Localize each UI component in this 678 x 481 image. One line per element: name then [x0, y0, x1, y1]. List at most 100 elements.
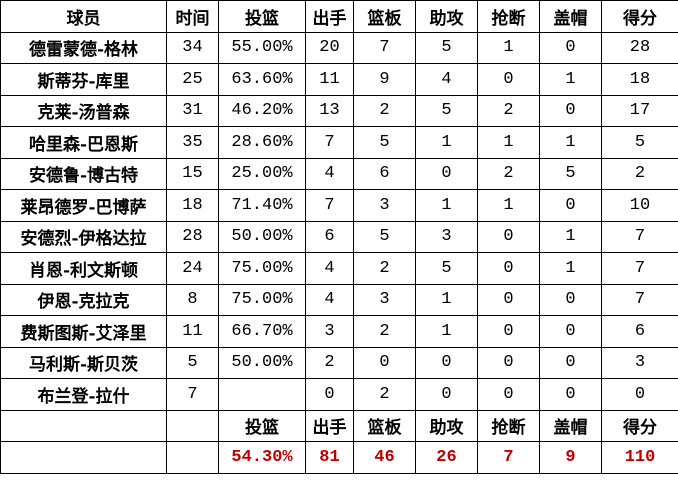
cell-rebounds: 5 [353, 126, 416, 159]
cell-points: 0 [601, 378, 678, 411]
cell-rebounds: 6 [353, 157, 416, 190]
cell-minutes: 7 [166, 378, 219, 411]
cell-assists: 3 [415, 220, 478, 253]
cell-fga: 4 [305, 283, 354, 316]
cell-fg-pct: 71.40% [218, 189, 306, 222]
totals-header-assists: 助攻 [415, 409, 478, 442]
cell-minutes: 8 [166, 283, 219, 316]
cell-minutes: 28 [166, 220, 219, 253]
cell-fg-pct: 63.60% [218, 63, 306, 96]
totals-header-rebounds: 篮板 [353, 409, 416, 442]
totals-row: 54.30% 81 46 26 7 9 110 [0, 441, 678, 474]
cell-rebounds: 2 [353, 94, 416, 127]
cell-minutes: 15 [166, 157, 219, 190]
cell-steals: 1 [477, 189, 540, 222]
cell-fga: 7 [305, 126, 354, 159]
total-points: 110 [601, 441, 678, 474]
cell-rebounds: 3 [353, 189, 416, 222]
total-steals: 7 [477, 441, 540, 474]
cell-rebounds: 0 [353, 346, 416, 379]
cell-minutes: 11 [166, 315, 219, 348]
cell-fg-pct: 75.00% [218, 283, 306, 316]
cell-steals: 0 [477, 346, 540, 379]
cell-fga: 0 [305, 378, 354, 411]
cell-player: 斯蒂芬-库里 [0, 63, 167, 96]
cell-blocks: 0 [539, 346, 602, 379]
cell-points: 10 [601, 189, 678, 222]
cell-steals: 1 [477, 31, 540, 64]
cell-steals: 2 [477, 157, 540, 190]
cell-fga: 11 [305, 63, 354, 96]
table-row: 安德鲁-博古特 15 25.00% 4 6 0 2 5 2 [0, 157, 678, 190]
empty-cell [166, 441, 219, 474]
header-row: 球员 时间 投篮 出手 篮板 助攻 抢断 盖帽 得分 [0, 0, 678, 33]
header-steals: 抢断 [477, 0, 540, 33]
empty-cell [166, 409, 219, 442]
cell-rebounds: 7 [353, 31, 416, 64]
cell-fg-pct: 66.70% [218, 315, 306, 348]
cell-minutes: 24 [166, 252, 219, 285]
cell-points: 6 [601, 315, 678, 348]
cell-minutes: 31 [166, 94, 219, 127]
totals-header-fga: 出手 [305, 409, 354, 442]
totals-header-blocks: 盖帽 [539, 409, 602, 442]
cell-blocks: 0 [539, 189, 602, 222]
cell-rebounds: 3 [353, 283, 416, 316]
cell-player: 安德鲁-博古特 [0, 157, 167, 190]
cell-assists: 5 [415, 252, 478, 285]
cell-blocks: 0 [539, 315, 602, 348]
cell-points: 18 [601, 63, 678, 96]
totals-header-steals: 抢断 [477, 409, 540, 442]
cell-blocks: 1 [539, 126, 602, 159]
cell-blocks: 0 [539, 94, 602, 127]
header-points: 得分 [601, 0, 678, 33]
cell-assists: 1 [415, 189, 478, 222]
cell-fga: 3 [305, 315, 354, 348]
cell-minutes: 18 [166, 189, 219, 222]
cell-minutes: 5 [166, 346, 219, 379]
table-row: 莱昂德罗-巴博萨 18 71.40% 7 3 1 1 0 10 [0, 189, 678, 222]
header-minutes: 时间 [166, 0, 219, 33]
cell-points: 7 [601, 252, 678, 285]
cell-player: 马利斯-斯贝茨 [0, 346, 167, 379]
cell-minutes: 35 [166, 126, 219, 159]
table-row: 费斯图斯-艾泽里 11 66.70% 3 2 1 0 0 6 [0, 315, 678, 348]
cell-player: 布兰登-拉什 [0, 378, 167, 411]
cell-assists: 0 [415, 157, 478, 190]
cell-player: 伊恩-克拉克 [0, 283, 167, 316]
table-row: 马利斯-斯贝茨 5 50.00% 2 0 0 0 0 3 [0, 346, 678, 379]
cell-blocks: 1 [539, 220, 602, 253]
cell-assists: 0 [415, 378, 478, 411]
total-assists: 26 [415, 441, 478, 474]
cell-fga: 4 [305, 157, 354, 190]
table-row: 克莱-汤普森 31 46.20% 13 2 5 2 0 17 [0, 94, 678, 127]
totals-header-points: 得分 [601, 409, 678, 442]
cell-assists: 1 [415, 126, 478, 159]
cell-player: 肖恩-利文斯顿 [0, 252, 167, 285]
cell-fg-pct: 50.00% [218, 220, 306, 253]
empty-cell [0, 409, 167, 442]
table-row: 布兰登-拉什 7 0 2 0 0 0 0 [0, 378, 678, 411]
cell-points: 28 [601, 31, 678, 64]
table-row: 安德烈-伊格达拉 28 50.00% 6 5 3 0 1 7 [0, 220, 678, 253]
cell-steals: 0 [477, 220, 540, 253]
cell-steals: 0 [477, 315, 540, 348]
cell-points: 17 [601, 94, 678, 127]
header-fga: 出手 [305, 0, 354, 33]
cell-steals: 0 [477, 252, 540, 285]
cell-assists: 1 [415, 283, 478, 316]
total-blocks: 9 [539, 441, 602, 474]
table-row: 伊恩-克拉克 8 75.00% 4 3 1 0 0 7 [0, 283, 678, 316]
cell-fga: 13 [305, 94, 354, 127]
cell-minutes: 34 [166, 31, 219, 64]
header-player: 球员 [0, 0, 167, 33]
cell-rebounds: 2 [353, 378, 416, 411]
cell-blocks: 0 [539, 283, 602, 316]
cell-player: 莱昂德罗-巴博萨 [0, 189, 167, 222]
totals-header-row: 投篮 出手 篮板 助攻 抢断 盖帽 得分 [0, 409, 678, 442]
cell-minutes: 25 [166, 63, 219, 96]
cell-steals: 0 [477, 63, 540, 96]
cell-rebounds: 5 [353, 220, 416, 253]
cell-fg-pct: 75.00% [218, 252, 306, 285]
